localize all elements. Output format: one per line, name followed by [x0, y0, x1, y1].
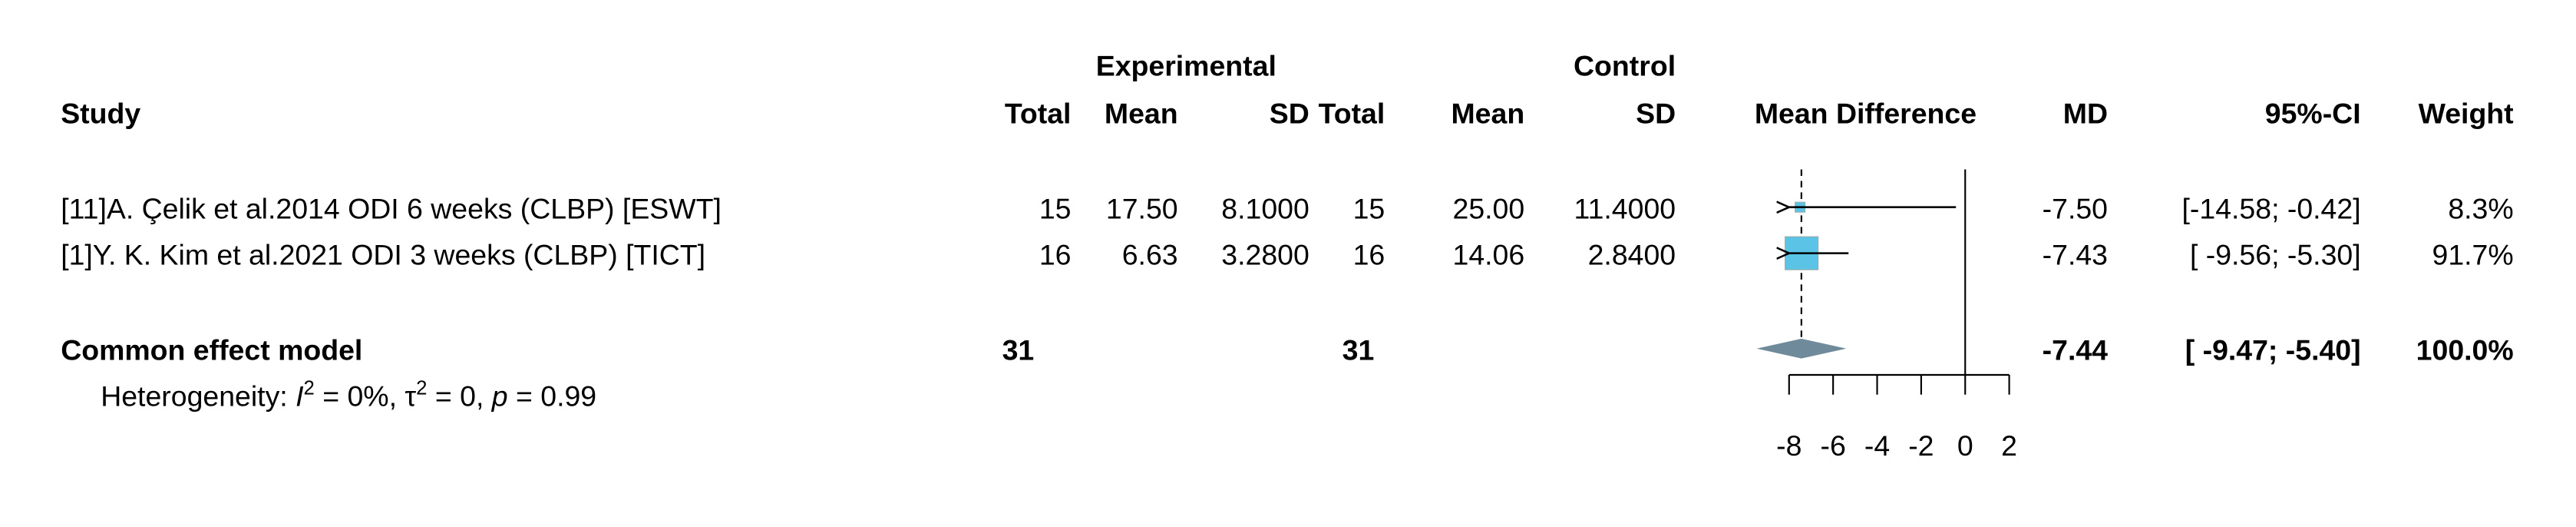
cell: 15 [1039, 193, 1072, 225]
pooled-total: 31 [1342, 334, 1375, 366]
column-header: Total [1005, 98, 1072, 130]
text: 2 [416, 378, 427, 399]
cell: 6.63 [1122, 239, 1178, 271]
pooled-md: -7.44 [2043, 334, 2109, 366]
x-tick-label: -4 [1864, 429, 1890, 462]
group-header: Control [1574, 49, 1676, 81]
text: Heterogeneity: [101, 380, 296, 413]
column-header: Mean [1105, 98, 1178, 130]
pooled-diamond [1756, 338, 1847, 359]
text: = 0.99 [508, 380, 597, 413]
cell: 3.2800 [1221, 239, 1309, 271]
column-header: SD [1270, 98, 1309, 130]
ci-label: [-14.58; -0.42] [2182, 193, 2361, 225]
text: τ [405, 380, 416, 413]
weight-label: 8.3% [2448, 193, 2513, 225]
cell: 16 [1353, 239, 1385, 271]
pooled-label: Common effect model [61, 334, 362, 366]
cell: 8.1000 [1221, 193, 1309, 225]
effect-header: Mean Difference [1755, 98, 1977, 130]
heterogeneity: Heterogeneity: I2 = 0%, τ2 = 0, p = 0.99 [61, 378, 620, 413]
cell: 17.50 [1106, 193, 1178, 225]
cell: 25.00 [1453, 193, 1525, 225]
study-label: [1]Y. K. Kim et al.2021 ODI 3 weeks (CLB… [61, 239, 705, 271]
x-tick-label: -8 [1776, 429, 1802, 462]
weight-label: 91.7% [2432, 239, 2514, 271]
group-header: Experimental [1096, 49, 1276, 81]
ci-label: [ -9.56; -5.30] [2190, 239, 2361, 271]
x-tick-label: 0 [1957, 429, 1973, 462]
md-label: -7.43 [2043, 239, 2108, 271]
cell: 11.4000 [1574, 193, 1676, 225]
text: = 0%, [315, 380, 405, 413]
study-header: Study [61, 98, 140, 130]
cell: 14.06 [1453, 239, 1525, 271]
x-tick-label: -2 [1908, 429, 1934, 462]
text: p [491, 380, 508, 413]
pooled-ci: [ -9.47; -5.40] [2185, 334, 2361, 366]
column-header: SD [1636, 98, 1676, 130]
pooled-total: 31 [1002, 334, 1035, 366]
ci-header: 95%-CI [2265, 98, 2361, 130]
cell: 2.8400 [1588, 239, 1676, 271]
cell: 16 [1039, 239, 1072, 271]
text: = 0, [427, 380, 491, 413]
md-label: -7.50 [2043, 193, 2108, 225]
cell: 15 [1353, 193, 1385, 225]
md-header: MD [2063, 98, 2108, 130]
text: I [296, 380, 303, 413]
weight-header: Weight [2419, 98, 2515, 130]
text: 2 [304, 378, 315, 399]
column-header: Total [1319, 98, 1385, 130]
study-label: [11]A. Çelik et al.2014 ODI 6 weeks (CLB… [61, 193, 722, 225]
x-tick-label: -6 [1821, 429, 1846, 462]
pooled-weight: 100.0% [2416, 334, 2514, 366]
column-header: Mean [1451, 98, 1525, 130]
x-tick-label: 2 [2001, 429, 2017, 462]
